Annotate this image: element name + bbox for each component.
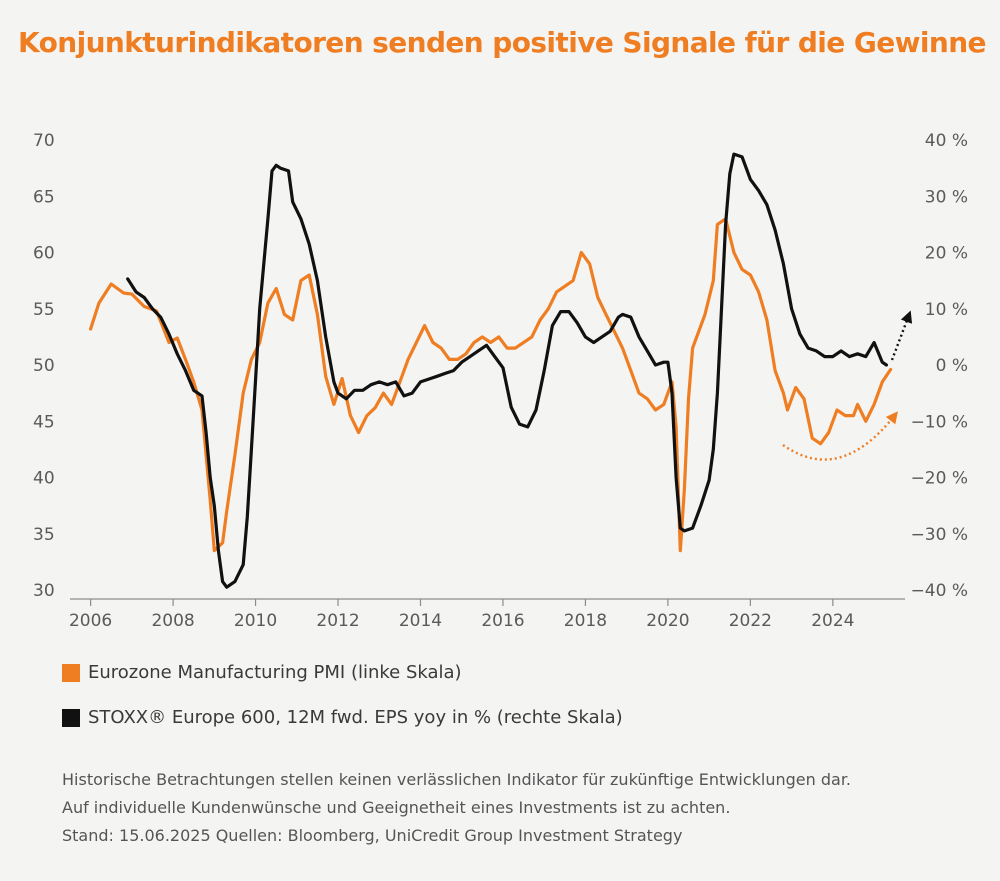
y-left-tick-label: 60: [33, 244, 55, 264]
y-right-tick-label: −20 %: [911, 469, 968, 489]
x-tick-label: 2024: [811, 611, 854, 631]
y-axis-left: 70 65 60 55 50 45 40 35 30: [33, 131, 55, 601]
line-chart: 2006 2008 2010 2012 2014 2016 2018 2020 2022 2024…: [33, 131, 968, 631]
x-axis: 2006 2008 2010 2012 2014 2016 2018 2020 2022 2024: [69, 598, 905, 631]
y-left-tick-label: 30: [33, 581, 55, 601]
x-tick-label: 2022: [729, 611, 772, 631]
y-right-tick-label: 0 %: [936, 356, 968, 376]
y-left-tick-label: 65: [33, 187, 55, 207]
x-tick-label: 2018: [564, 611, 607, 631]
y-right-tick-label: 20 %: [925, 244, 968, 264]
x-tick-label: 2020: [646, 611, 689, 631]
series-line-pmi: [89, 217, 893, 553]
y-right-tick-label: −40 %: [911, 581, 968, 601]
x-tick-label: 2012: [316, 611, 359, 631]
y-right-tick-label: 40 %: [925, 131, 968, 151]
y-right-tick-label: −30 %: [911, 525, 968, 545]
y-left-tick-label: 50: [33, 356, 55, 376]
x-tick-label: 2016: [481, 611, 524, 631]
footnote-line-disclaimer: Historische Betrachtungen stellen keinen…: [62, 770, 852, 789]
legend-item-pmi: Eurozone Manufacturing PMI (linke Skala): [62, 662, 462, 683]
series-layer: [89, 152, 893, 589]
footnote: Historische Betrachtungen stellen keinen…: [62, 766, 851, 850]
x-tick-label: 2006: [69, 611, 112, 631]
footnote-line-source: Stand: 15.06.2025 Quellen: Bloomberg, Un…: [62, 826, 683, 845]
y-left-tick-label: 55: [33, 300, 55, 320]
legend-swatch-eps: [62, 708, 80, 727]
legend-label-eps: STOXX® Europe 600, 12M fwd. EPS yoy in %…: [88, 707, 623, 728]
legend-item-eps: STOXX® Europe 600, 12M fwd. EPS yoy in %…: [62, 707, 623, 728]
x-tick-label: 2010: [234, 611, 277, 631]
x-tick-label: 2014: [399, 611, 442, 631]
y-right-tick-label: 30 %: [925, 187, 968, 207]
chart-title: Konjunkturindikatoren senden positive Si…: [18, 26, 987, 59]
series-line-eps: [126, 152, 888, 589]
y-right-tick-label: −10 %: [911, 412, 968, 432]
annotation-arrow-eps: [890, 310, 913, 361]
annotation-arrow-pmi: [782, 411, 898, 461]
y-right-tick-label: 10 %: [925, 300, 968, 320]
y-left-tick-label: 70: [33, 131, 55, 151]
y-left-tick-label: 35: [33, 525, 55, 545]
x-tick-label: 2008: [151, 611, 194, 631]
annotation-layer: [782, 310, 913, 461]
legend-swatch-pmi: [62, 663, 80, 682]
footnote-line-suitability: Auf individuelle Kundenwünsche und Geeig…: [62, 798, 731, 817]
y-left-tick-label: 40: [33, 469, 55, 489]
y-axis-right: 40 % 30 % 20 % 10 % 0 % −10 % −20 % −30 % −40 %: [911, 131, 968, 601]
legend-label-pmi: Eurozone Manufacturing PMI (linke Skala): [88, 662, 462, 683]
y-left-tick-label: 45: [33, 412, 55, 432]
